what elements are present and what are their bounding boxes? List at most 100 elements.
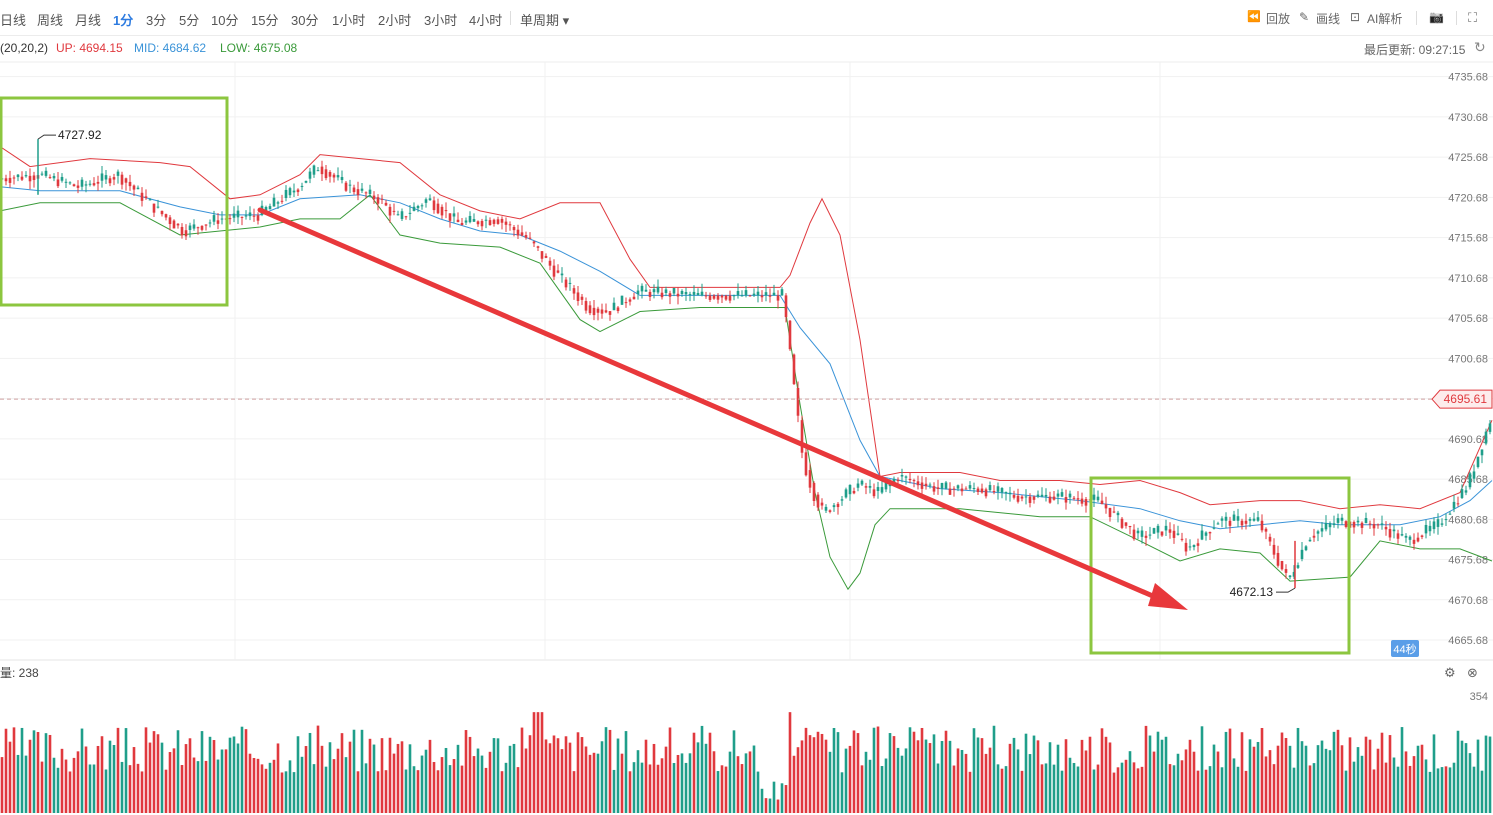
volume-bar bbox=[20, 727, 24, 813]
timeframe-tab-10[interactable]: 2小时 bbox=[378, 13, 412, 28]
candle-body bbox=[76, 185, 80, 188]
volume-bar bbox=[436, 770, 440, 813]
candle-body bbox=[228, 218, 232, 220]
candle-body bbox=[512, 226, 516, 231]
timeframe-tab-12[interactable]: 4小时 bbox=[469, 13, 503, 28]
candle-body bbox=[556, 270, 560, 273]
ai-analysis-button[interactable]: AI解析 bbox=[1367, 12, 1403, 26]
candle-body bbox=[928, 484, 932, 486]
candle-body bbox=[164, 214, 168, 218]
volume-bar bbox=[404, 769, 408, 813]
volume-bar bbox=[252, 757, 256, 813]
timeframe-tab-7[interactable]: 15分 bbox=[251, 13, 279, 28]
refresh-icon[interactable]: ↻ bbox=[1474, 39, 1486, 55]
volume-bar bbox=[1056, 744, 1060, 813]
timeframe-tab-1[interactable]: 周线 bbox=[37, 13, 64, 28]
volume-bar bbox=[268, 762, 272, 813]
candle-body bbox=[1100, 500, 1104, 505]
ai-icon[interactable]: ⊡ bbox=[1350, 10, 1361, 24]
toolbar-divider bbox=[510, 11, 511, 25]
timeframe-tab-11[interactable]: 3小时 bbox=[424, 13, 458, 28]
candle-body bbox=[1388, 529, 1392, 538]
candle-body bbox=[1468, 473, 1472, 488]
volume-bar bbox=[1324, 748, 1328, 813]
volume-bar bbox=[1416, 745, 1420, 813]
candle-body bbox=[1292, 571, 1296, 577]
volume-bar bbox=[88, 764, 92, 813]
timeframe-tab-9[interactable]: 1小时 bbox=[332, 13, 366, 28]
candle-body bbox=[304, 180, 308, 183]
candle-body bbox=[448, 213, 452, 221]
candles bbox=[0, 160, 1492, 580]
candle-body bbox=[992, 490, 996, 493]
candle-body bbox=[936, 487, 940, 489]
volume-bar bbox=[788, 712, 792, 813]
volume-bar bbox=[740, 764, 744, 813]
volume-bar bbox=[1448, 767, 1452, 813]
volume-bar bbox=[1188, 739, 1192, 813]
volume-bar bbox=[224, 749, 228, 813]
candle-body bbox=[1456, 503, 1460, 505]
timeframe-tab-5[interactable]: 5分 bbox=[179, 13, 200, 28]
timeframe-tab-3[interactable]: 1分 bbox=[113, 13, 134, 28]
candle-body bbox=[328, 171, 332, 177]
candle-body bbox=[64, 181, 68, 183]
volume-bar bbox=[1096, 764, 1100, 813]
volume-bar bbox=[324, 766, 328, 813]
fullscreen-icon[interactable]: ⛶ bbox=[1468, 10, 1478, 25]
candle-body bbox=[1464, 490, 1468, 493]
candle-body bbox=[200, 225, 204, 230]
volume-bar bbox=[1336, 729, 1340, 813]
volume-bar bbox=[180, 765, 184, 813]
volume-bar bbox=[824, 739, 828, 813]
timeframe-tab-2[interactable]: 月线 bbox=[75, 13, 102, 28]
volume-bar bbox=[348, 741, 352, 813]
volume-bar bbox=[1020, 770, 1024, 813]
candle-body bbox=[624, 302, 628, 304]
single-period-dropdown[interactable]: 单周期 ▾ bbox=[520, 13, 570, 28]
candle-body bbox=[416, 206, 420, 209]
candle-body bbox=[660, 292, 664, 298]
volume-bar bbox=[444, 747, 448, 813]
trend-arrow-shaft bbox=[257, 207, 1165, 603]
candle-body bbox=[32, 175, 36, 180]
volume-bar bbox=[160, 742, 164, 813]
gear-icon[interactable]: ⚙ bbox=[1444, 665, 1456, 680]
draw-icon[interactable]: ✎ bbox=[1299, 10, 1310, 24]
boll-low-value: LOW: 4675.08 bbox=[220, 41, 298, 55]
volume-bar bbox=[792, 755, 796, 813]
volume-bar bbox=[988, 747, 992, 813]
timeframe-tab-6[interactable]: 10分 bbox=[211, 13, 239, 28]
candle-body bbox=[708, 295, 712, 300]
volume-bar bbox=[1432, 734, 1436, 813]
volume-bar bbox=[1192, 751, 1196, 813]
volume-bar bbox=[1100, 728, 1104, 813]
candle-body bbox=[140, 192, 144, 201]
candle-body bbox=[504, 221, 508, 225]
volume-bar bbox=[664, 746, 668, 813]
candle-body bbox=[1024, 496, 1028, 498]
volume-bar bbox=[296, 736, 300, 813]
volume-bar bbox=[1364, 736, 1368, 813]
volume-bar bbox=[764, 798, 768, 813]
candle-body bbox=[1212, 527, 1216, 529]
candle-body bbox=[596, 308, 600, 313]
draw-button[interactable]: 画线 bbox=[1316, 12, 1341, 26]
volume-bar bbox=[1064, 739, 1068, 813]
timeframe-tab-0[interactable]: 日线 bbox=[0, 13, 27, 28]
candle-body bbox=[960, 488, 964, 492]
timeframe-tab-8[interactable]: 30分 bbox=[291, 13, 319, 28]
camera-icon[interactable]: 📷 bbox=[1429, 10, 1444, 24]
timeframe-tab-4[interactable]: 3分 bbox=[146, 13, 167, 28]
volume-bar bbox=[172, 748, 176, 813]
candle-body bbox=[1452, 501, 1456, 509]
candle-body bbox=[1176, 533, 1180, 535]
candle-body bbox=[1248, 519, 1252, 521]
candle-body bbox=[380, 198, 384, 200]
close-icon[interactable]: ⊗ bbox=[1467, 665, 1478, 680]
candle-body bbox=[52, 175, 56, 179]
replay-button[interactable]: 回放 bbox=[1266, 12, 1291, 26]
volume-bar bbox=[652, 743, 656, 813]
replay-icon[interactable]: ⏪ bbox=[1247, 11, 1261, 23]
